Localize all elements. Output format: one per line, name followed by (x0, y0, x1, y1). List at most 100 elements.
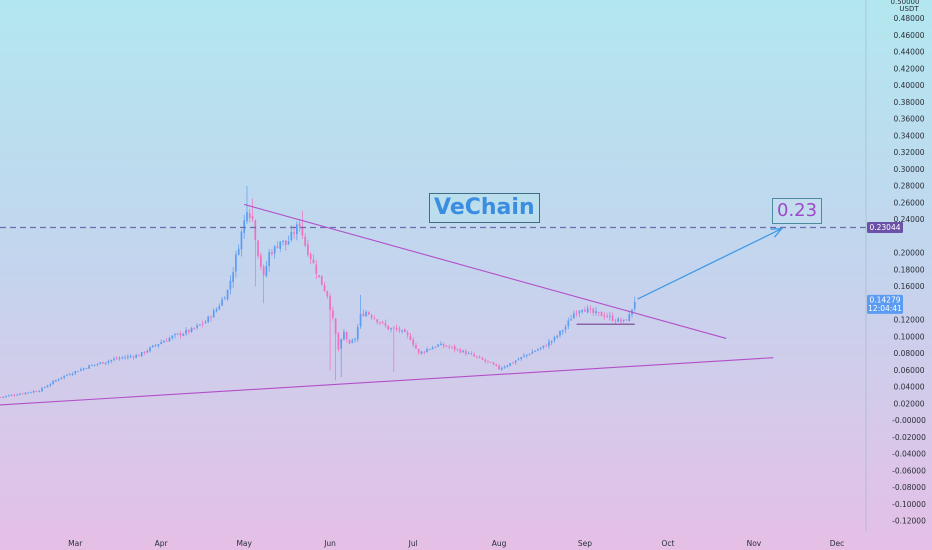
candle-body (210, 316, 212, 318)
candle-body (550, 340, 553, 343)
candle-body (85, 368, 88, 370)
candle-body (337, 333, 340, 350)
target-price-annotation[interactable]: 0.23 (772, 198, 823, 224)
candle-body (71, 373, 74, 375)
candle-body (223, 298, 226, 300)
resistance-price-tag[interactable] (867, 222, 903, 234)
candle-body (121, 357, 124, 359)
candle-body (240, 231, 243, 250)
candle-body (517, 359, 520, 361)
candle-body (520, 357, 523, 360)
lower-trendline[interactable] (0, 357, 774, 406)
candle-body (284, 240, 287, 246)
price-tick-label: 0.36000 (893, 115, 924, 124)
candle-body (243, 220, 246, 233)
candle-body (298, 223, 301, 227)
price-tick-label: 0.40000 (893, 81, 924, 90)
candle-body (104, 362, 107, 364)
candle-body (190, 327, 193, 332)
candle-body (578, 311, 581, 314)
price-tick-label: 0.16000 (893, 282, 924, 291)
candle-body (237, 248, 240, 255)
candle-body (531, 351, 534, 354)
candle-body (168, 337, 171, 342)
candle-body (500, 367, 503, 370)
candle-body (595, 311, 597, 314)
candle-body (204, 321, 207, 324)
candle-body (384, 323, 387, 326)
candle-body (356, 326, 359, 340)
candle-body (113, 358, 115, 360)
candle-body (135, 355, 138, 358)
price-tick-label: -0.02000 (892, 433, 926, 442)
time-axis[interactable]: FebMarAprMayJunJulAugSepOctNovDec (0, 539, 844, 548)
candle-body (0, 397, 2, 398)
price-tick-label: 0.44000 (893, 48, 924, 57)
candle-body (77, 371, 79, 373)
candle-body (448, 346, 451, 348)
candle-body (32, 391, 35, 393)
candle-body (345, 332, 348, 340)
projection-arrow[interactable] (637, 228, 782, 300)
candle-body (362, 313, 365, 317)
upper-trendline[interactable] (244, 203, 727, 339)
candle-body (41, 387, 43, 392)
candle-body (49, 384, 52, 386)
candle-body (512, 362, 514, 364)
candle-body (196, 325, 198, 328)
candle-body (176, 333, 179, 335)
candle-body (395, 327, 398, 330)
time-tick-label: May (236, 539, 252, 548)
candle-body (453, 346, 456, 350)
price-tick-label: 0.20000 (893, 249, 924, 258)
candle-body (265, 265, 268, 277)
candle-body (149, 347, 151, 352)
candle-body (415, 344, 417, 349)
candle-body (157, 344, 160, 346)
candle-body (556, 335, 559, 338)
candle-body (138, 355, 140, 357)
price-tick-label: -0.10000 (892, 500, 926, 509)
candle-body (93, 364, 96, 366)
candle-body (218, 305, 221, 310)
candle-body (74, 371, 77, 374)
candle-body (343, 331, 345, 340)
candle-body (107, 360, 110, 363)
price-tick-label: -0.06000 (892, 466, 926, 475)
candle-body (271, 252, 273, 255)
price-tick-label: -0.12000 (892, 517, 926, 526)
candle-body (622, 319, 625, 321)
candle-body (140, 351, 143, 357)
time-tick-label: Jul (408, 539, 418, 548)
chart-title-annotation[interactable]: VeChain (429, 193, 540, 223)
candle-body (124, 357, 126, 359)
time-tick-label: Sep (578, 539, 592, 548)
candle-body (359, 314, 362, 327)
candle-body (489, 362, 492, 363)
candle-body (390, 328, 392, 330)
current-price-tag[interactable] (867, 294, 903, 314)
candle-body (301, 226, 304, 236)
price-tick-label: 0.42000 (893, 64, 924, 73)
candle-body (185, 330, 187, 334)
candle-body (334, 318, 337, 334)
candle-body (193, 327, 196, 329)
candle-body (620, 319, 622, 322)
candle-body (13, 395, 16, 396)
candle-body (226, 289, 229, 300)
candle-body (68, 374, 71, 376)
candle-body (404, 329, 406, 333)
price-tick-label: 0.10000 (893, 332, 924, 341)
candle-body (451, 346, 453, 348)
candle-body (115, 358, 118, 360)
candle-body (143, 351, 146, 353)
candle-body (127, 356, 129, 358)
candle-body (625, 319, 628, 321)
candle-body (187, 329, 190, 332)
candle-body (251, 216, 254, 220)
price-tick-label: 0.28000 (893, 182, 924, 191)
candle-body (52, 381, 54, 384)
candle-body (309, 253, 312, 260)
